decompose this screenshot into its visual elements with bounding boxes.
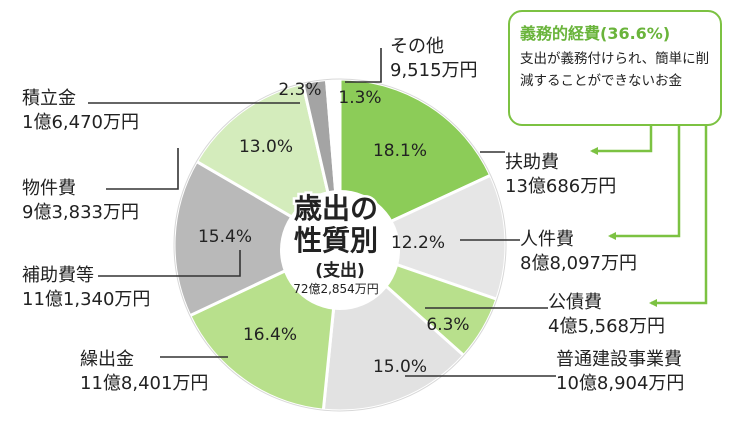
slice-amount-label: 1億6,470万円 bbox=[22, 112, 139, 133]
slice-category-label: 普通建設事業費 bbox=[556, 349, 682, 370]
slice-percent-label: 12.2% bbox=[391, 233, 445, 253]
slice-percent-label: 13.0% bbox=[239, 137, 293, 157]
slice-amount-label: 13億686万円 bbox=[505, 176, 616, 197]
leader-lines bbox=[88, 48, 556, 377]
leader-line-7 bbox=[106, 148, 179, 190]
slice-category-label: 人件費 bbox=[520, 229, 574, 250]
slice-category-label: 扶助費 bbox=[505, 152, 559, 173]
arrow-to-jinken bbox=[608, 126, 681, 240]
slice-category-label: 繰出金 bbox=[80, 349, 134, 370]
slice-amount-label: 9億3,833万円 bbox=[22, 202, 139, 223]
pie-outline bbox=[173, 78, 507, 412]
obligatory-expense-arrows bbox=[590, 126, 708, 307]
arrow-to-kousai bbox=[649, 126, 708, 307]
slice-percent-label: 15.4% bbox=[198, 227, 252, 247]
chart-title-line2: 性質別 bbox=[294, 224, 378, 257]
slice-percent-label: 16.4% bbox=[243, 325, 297, 345]
slice-percent-labels: 18.1% 12.2% 6.3% 15.0% 16.4% 15.4% 13.0% 2.3% 1.… bbox=[198, 80, 470, 377]
slice-category-label: 積立金 bbox=[22, 88, 76, 109]
slice-amount-label: 11億1,340万円 bbox=[22, 289, 150, 310]
pie-center-disc bbox=[280, 190, 400, 310]
slice-category-label: その他 bbox=[390, 36, 444, 57]
slice-amount-label: 10億8,904万円 bbox=[556, 373, 684, 394]
slice-category-label: 補助費等 bbox=[22, 265, 94, 286]
leader-line-9 bbox=[345, 48, 382, 83]
slice-amount-label: 11億8,401万円 bbox=[80, 373, 208, 394]
slice-percent-label: 15.0% bbox=[373, 357, 427, 377]
callout-title: 義務的経費(36.6%) bbox=[520, 24, 671, 43]
slice-percent-label: 18.1% bbox=[373, 141, 427, 161]
callout-text: 支出が義務付けられ、簡単に削減することができないお金 bbox=[520, 51, 710, 89]
chart-total: 72億2,854万円 bbox=[293, 282, 379, 296]
slice-amount-label: 4億5,568万円 bbox=[548, 316, 665, 337]
chart-title-line1: 歳出の bbox=[294, 192, 378, 225]
slice-percent-label: 1.3% bbox=[338, 88, 381, 108]
center-label: 歳出の 性質別 (支出) 72億2,854万円 bbox=[291, 190, 380, 297]
slice-category-label: 物件費 bbox=[22, 178, 76, 199]
obligatory-expense-callout: 義務的経費(36.6%) 支出が義務付けられ、簡単に削減することができないお金 bbox=[508, 10, 722, 126]
slice-percent-label: 2.3% bbox=[278, 80, 321, 100]
pie-slices bbox=[172, 77, 508, 413]
slice-amount-label: 9,515万円 bbox=[390, 60, 478, 81]
slice-amount-label: 8億8,097万円 bbox=[520, 253, 637, 274]
slice-category-label: 公債費 bbox=[548, 292, 602, 313]
leader-line-6 bbox=[98, 250, 241, 277]
chart-subtitle: (支出) bbox=[315, 260, 365, 281]
slice-percent-label: 6.3% bbox=[426, 315, 469, 335]
arrow-to-fujo bbox=[590, 126, 653, 155]
